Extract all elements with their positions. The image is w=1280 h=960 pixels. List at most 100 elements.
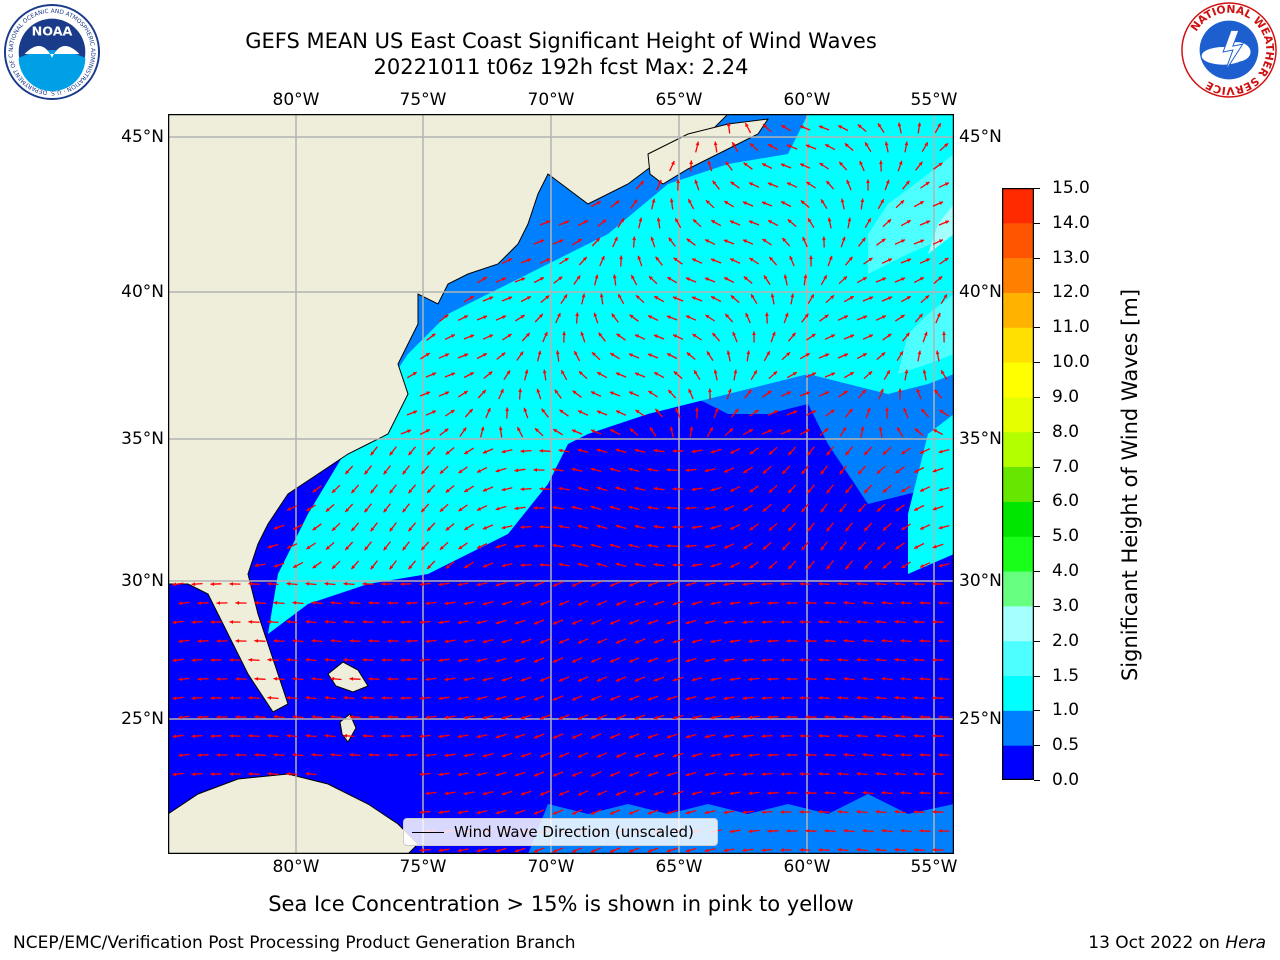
wave-direction-arrow	[577, 714, 589, 720]
wave-direction-arrow	[571, 581, 583, 587]
wave-direction-arrow	[761, 163, 773, 169]
wave-direction-arrow	[901, 523, 911, 531]
wave-direction-arrow	[501, 790, 513, 796]
wave-direction-arrow	[837, 124, 849, 132]
wave-direction-arrow	[767, 829, 779, 833]
wave-direction-arrow	[267, 581, 279, 586]
wave-direction-arrow	[370, 560, 378, 570]
wave-direction-arrow	[749, 561, 759, 569]
wave-direction-arrow	[634, 524, 646, 529]
wave-direction-arrow	[669, 426, 674, 438]
wave-direction-arrow	[482, 600, 494, 606]
wave-direction-arrow	[691, 296, 703, 302]
wave-direction-arrow	[666, 468, 678, 472]
wave-direction-arrow	[577, 410, 589, 416]
wave-direction-arrow	[748, 639, 760, 644]
wave-direction-arrow	[305, 771, 317, 776]
colorbar-tick-label: 11.0	[1052, 317, 1090, 338]
wave-direction-arrow	[590, 847, 602, 853]
wave-direction-arrow	[896, 350, 904, 362]
colorbar-tick-label: 1.0	[1052, 700, 1080, 721]
wave-direction-arrow	[692, 333, 702, 341]
wave-direction-arrow	[724, 427, 734, 437]
wave-direction-arrow	[596, 600, 608, 606]
wave-direction-arrow	[863, 484, 873, 494]
wave-direction-arrow	[229, 772, 241, 776]
wave-direction-arrow	[571, 657, 583, 663]
wave-direction-arrow	[723, 696, 735, 701]
wave-direction-arrow	[704, 506, 716, 511]
wave-direction-arrow	[843, 371, 855, 379]
wave-direction-arrow	[482, 524, 494, 530]
wave-direction-arrow	[765, 312, 769, 324]
wave-direction-arrow	[802, 236, 808, 248]
wave-direction-arrow	[520, 676, 532, 682]
wave-direction-arrow	[806, 181, 816, 189]
wave-direction-arrow	[596, 790, 608, 796]
wave-direction-arrow	[178, 601, 190, 606]
colorbar-segment	[1002, 396, 1034, 433]
wave-direction-arrow	[229, 734, 241, 738]
wave-direction-arrow	[710, 562, 722, 568]
wave-direction-arrow	[685, 581, 697, 587]
wave-direction-arrow	[781, 465, 791, 475]
wave-direction-arrow	[786, 144, 798, 150]
wave-direction-arrow	[615, 752, 627, 758]
wave-direction-arrow	[501, 752, 513, 758]
wave-direction-arrow	[805, 677, 817, 681]
wave-direction-arrow	[558, 638, 570, 644]
wave-direction-arrow	[878, 426, 883, 438]
wave-direction-arrow	[325, 541, 335, 551]
wave-direction-arrow	[516, 426, 524, 438]
wave-direction-arrow	[521, 332, 531, 342]
wave-direction-arrow	[885, 407, 889, 419]
wave-direction-arrow	[172, 734, 184, 739]
wave-direction-arrow	[596, 486, 608, 492]
wave-direction-arrow	[444, 715, 456, 720]
wave-direction-arrow	[518, 388, 523, 400]
wave-direction-arrow	[573, 275, 581, 285]
wave-direction-arrow	[216, 753, 228, 757]
wave-direction-arrow	[628, 619, 640, 625]
wave-direction-arrow	[267, 695, 279, 700]
wave-direction-arrow	[444, 601, 456, 606]
wave-direction-arrow	[406, 371, 418, 379]
wave-direction-arrow	[919, 715, 931, 719]
wave-direction-arrow	[875, 277, 887, 283]
colorbar-tick-mark	[1034, 257, 1040, 259]
wave-direction-arrow	[463, 677, 475, 682]
wave-direction-arrow	[647, 315, 659, 321]
wave-direction-arrow	[837, 695, 849, 700]
bottom-lon-label: 65°W	[655, 857, 703, 877]
wave-direction-arrow	[826, 560, 834, 570]
wave-direction-arrow	[612, 236, 618, 248]
wave-direction-arrow	[482, 638, 494, 644]
wave-direction-arrow	[325, 503, 335, 513]
wave-direction-arrow	[805, 791, 817, 795]
wave-direction-arrow	[768, 484, 778, 494]
wave-direction-arrow	[577, 219, 589, 227]
wave-direction-arrow	[628, 733, 640, 739]
wave-direction-arrow	[844, 484, 854, 494]
wave-direction-arrow	[514, 847, 526, 853]
wave-direction-arrow	[729, 601, 741, 606]
wave-direction-arrow	[520, 295, 532, 303]
wave-direction-arrow	[590, 733, 602, 739]
wave-direction-arrow	[685, 809, 697, 815]
wave-direction-arrow	[267, 771, 279, 776]
wave-direction-arrow	[553, 276, 563, 284]
colorbar-tick-label: 3.0	[1052, 595, 1080, 616]
wave-direction-arrow	[210, 772, 222, 776]
wave-direction-arrow	[216, 601, 228, 605]
wave-direction-arrow	[609, 695, 621, 701]
wave-direction-arrow	[647, 771, 659, 777]
wave-direction-arrow	[501, 449, 513, 454]
wave-direction-arrow	[514, 544, 526, 549]
wave-direction-arrow	[932, 467, 944, 473]
wave-direction-arrow	[438, 810, 450, 815]
wave-direction-arrow	[648, 390, 658, 398]
wave-direction-arrow	[856, 276, 868, 284]
wave-direction-arrow	[901, 447, 911, 455]
wave-direction-arrow	[863, 560, 873, 570]
wave-direction-arrow	[650, 236, 656, 248]
